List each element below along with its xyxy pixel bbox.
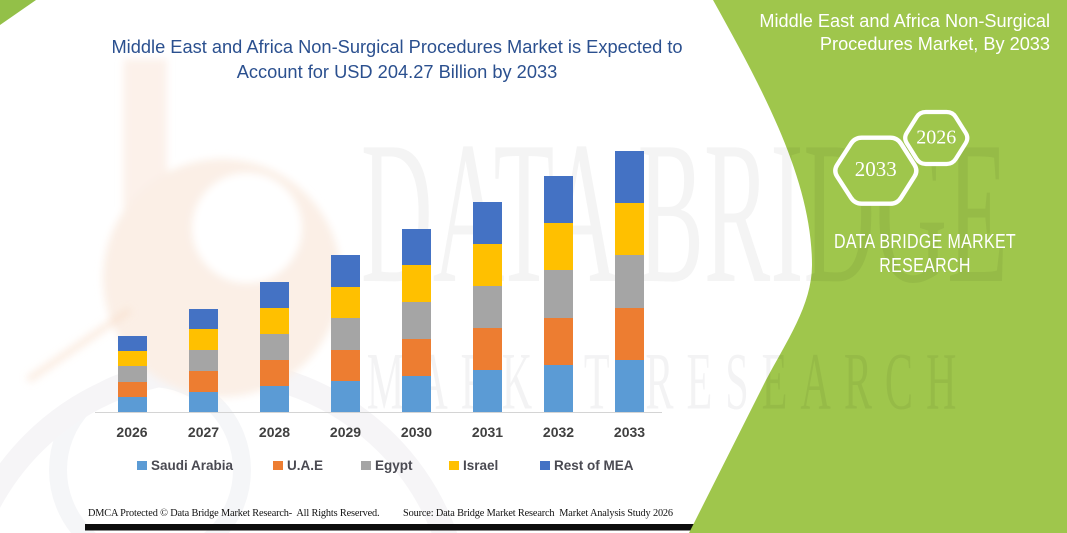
svg-text:2026: 2026: [916, 127, 956, 149]
svg-text:2033: 2033: [855, 157, 897, 181]
